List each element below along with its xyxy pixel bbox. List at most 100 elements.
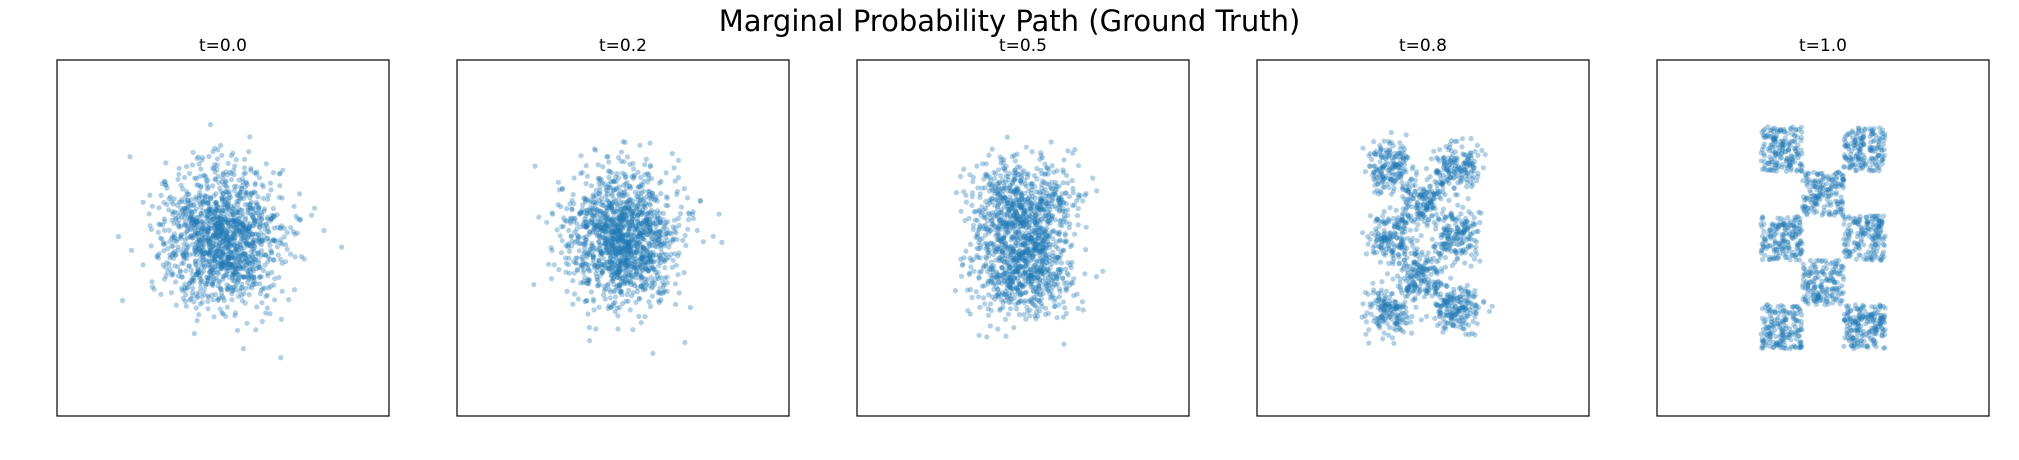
scatter-point — [258, 242, 265, 248]
scatter-point — [1025, 196, 1031, 202]
scatter-point — [632, 253, 638, 259]
scatter-point — [172, 263, 178, 269]
scatter-point — [1008, 214, 1014, 220]
scatter-point — [1032, 195, 1038, 201]
scatter-point — [1044, 260, 1050, 266]
scatter-point — [198, 219, 204, 225]
scatter-point — [236, 277, 242, 283]
scatter-point — [627, 307, 633, 313]
scatter-point — [1032, 229, 1038, 236]
scatter-point — [1039, 271, 1045, 277]
scatter-point — [987, 215, 994, 221]
scatter-point — [199, 225, 205, 232]
scatter-point — [604, 223, 610, 229]
scatter-point — [1046, 181, 1052, 188]
scatter-point — [157, 221, 163, 228]
scatter-point — [990, 268, 996, 275]
scatter-point — [611, 178, 617, 184]
scatter-point — [224, 285, 230, 291]
scatter-point — [165, 246, 171, 252]
scatter-point — [636, 184, 642, 190]
scatter-point — [1010, 257, 1016, 263]
scatter-point — [1396, 163, 1403, 170]
scatter-point — [215, 217, 221, 223]
scatter-point — [255, 194, 261, 200]
scatter-point — [599, 251, 605, 257]
scatter-point — [617, 258, 623, 264]
scatter-point — [1035, 215, 1041, 221]
scatter-point — [600, 211, 606, 217]
scatter-point — [1011, 201, 1017, 207]
scatter-point — [597, 246, 603, 252]
scatter-point — [587, 207, 593, 213]
scatter-point — [204, 274, 210, 280]
scatter-point — [250, 223, 257, 229]
scatter-point — [206, 205, 212, 211]
scatter-point — [233, 282, 239, 288]
scatter-point — [1378, 306, 1384, 312]
scatter-point — [592, 226, 598, 232]
scatter-point — [247, 272, 253, 278]
scatter-point — [993, 269, 999, 275]
scatter-point — [1428, 204, 1434, 210]
scatter-point — [609, 236, 615, 242]
scatter-point — [1040, 259, 1046, 265]
scatter-point — [247, 205, 253, 211]
scatter-point — [1060, 180, 1066, 186]
scatter-point — [1448, 290, 1455, 296]
scatter-point — [614, 205, 620, 211]
scatter-point — [1404, 154, 1410, 160]
scatter-point — [1035, 204, 1041, 210]
scatter-point — [244, 189, 250, 196]
scatter-point — [238, 259, 244, 265]
scatter-point — [663, 234, 669, 240]
scatter-point — [615, 269, 621, 275]
scatter-point — [222, 201, 228, 207]
scatter-point — [1005, 295, 1011, 301]
scatter-point — [616, 213, 622, 219]
scatter-point — [988, 177, 994, 184]
scatter-point — [1017, 197, 1023, 203]
scatter-point — [1052, 303, 1058, 309]
scatter-point — [664, 237, 670, 244]
scatter-point — [1374, 187, 1380, 193]
scatter-point — [989, 196, 995, 202]
scatter-point — [200, 236, 206, 242]
scatter-point — [1375, 152, 1381, 158]
scatter-point — [1421, 277, 1428, 284]
scatter-point — [616, 257, 622, 263]
scatter-point — [548, 245, 554, 251]
scatter-point — [1365, 234, 1371, 240]
scatter-point — [1049, 292, 1055, 298]
scatter-point — [189, 217, 195, 223]
scatter-point — [241, 251, 247, 257]
scatter-point — [203, 214, 210, 221]
scatter-point — [235, 256, 242, 262]
scatter-point — [632, 211, 638, 217]
scatter-point — [595, 162, 601, 168]
scatter-point — [1471, 158, 1478, 165]
scatter-point — [190, 235, 196, 241]
scatter-point — [638, 197, 644, 203]
scatter-point — [242, 286, 248, 292]
scatter-point — [225, 245, 231, 251]
scatter-point — [1034, 297, 1040, 303]
scatter-point — [636, 231, 643, 237]
scatter-point — [205, 306, 211, 312]
scatter-point — [228, 203, 234, 209]
scatter-point — [239, 281, 245, 287]
scatter-point — [1057, 218, 1063, 224]
scatter-point — [1028, 206, 1034, 212]
scatter-point — [641, 203, 647, 209]
scatter-point — [611, 271, 617, 277]
scatter-point — [229, 218, 235, 224]
scatter-point — [614, 201, 620, 207]
scatter-point — [208, 271, 214, 277]
scatter-point — [570, 278, 576, 284]
scatter-point — [575, 267, 581, 273]
scatter-point — [1012, 187, 1018, 193]
scatter-point — [656, 289, 662, 296]
scatter-point — [609, 245, 615, 251]
scatter-point — [612, 248, 618, 254]
scatter-point — [1008, 237, 1014, 243]
